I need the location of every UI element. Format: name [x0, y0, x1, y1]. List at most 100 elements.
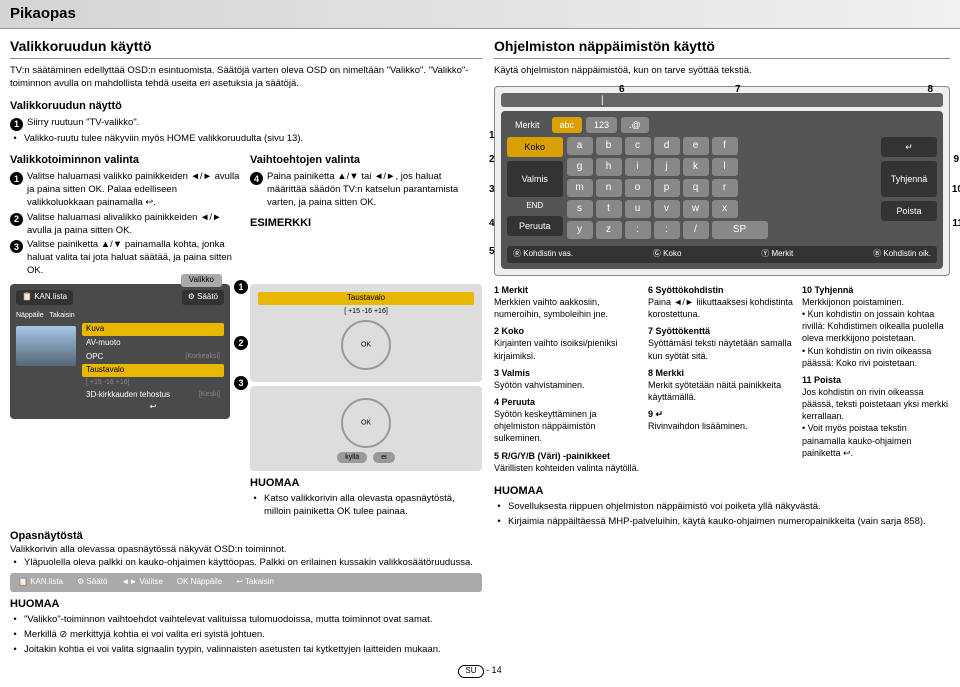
dot: •	[10, 133, 20, 146]
footer-label: SU	[458, 665, 483, 678]
right-intro: Käytä ohjelmiston näppäimistöä, kun on t…	[494, 65, 950, 78]
rh-2: Kirjaimia näppäiltäessä MHP-palveluihin,…	[508, 516, 950, 529]
legend-item: 5 R/G/Y/B (Väri) -painikkeetVärillisten …	[494, 450, 642, 474]
osk-poista[interactable]: Poista	[881, 201, 937, 221]
tab-sym[interactable]: .@	[621, 117, 649, 133]
dpad-icon-2	[341, 398, 391, 448]
osk-enter[interactable]: ↵	[881, 137, 937, 157]
key[interactable]: x	[712, 200, 738, 218]
osk: Merkit abc 123 .@ Koko Valmis END Peruut…	[501, 111, 943, 269]
legend-item: 10 TyhjennäMerkkijonon poistaminen.• Kun…	[802, 284, 950, 369]
legend-item: 9 ↵Rivinvaihdon lisääminen.	[648, 408, 796, 432]
key[interactable]: r	[712, 179, 738, 197]
left-column: Valikkoruudun käyttö TV:n säätäminen ede…	[10, 37, 482, 658]
menu-opc: OPC[Korkeaksi]	[82, 351, 224, 364]
rn10: 10	[952, 183, 960, 197]
key[interactable]: w	[683, 200, 709, 218]
rn9: 9	[953, 153, 959, 167]
menu-valikko: Valikko	[181, 274, 222, 287]
menu-tausta: Taustavalo	[82, 364, 224, 377]
remote-demo-2: kylläei 4	[250, 386, 482, 471]
right-column: Ohjelmiston näppäimistön käyttö Käytä oh…	[494, 37, 950, 658]
tab-123[interactable]: 123	[586, 117, 617, 133]
key[interactable]: o	[625, 179, 651, 197]
osk-container: 6 7 8 1 2 3 4 5 9 10 11 | Merkit abc 123…	[494, 86, 950, 276]
left-section-title: Valikkoruudun käyttö	[10, 37, 482, 59]
callout-2: 2	[234, 336, 248, 350]
menu-saato: ⚙ Säätö	[182, 290, 224, 305]
ln4: 4	[489, 217, 495, 231]
valinta-2: Valitse haluamasi alivalikko painikkeide…	[27, 212, 242, 238]
left-intro: TV:n säätäminen edellyttää OSD:n esintuo…	[10, 65, 482, 91]
legend-item: 8 MerkkiMerkit syötetään näitä painikkei…	[648, 367, 796, 403]
osk-keys: abcdef ghijkl mnopqr stuvwx yz::/SP	[567, 137, 877, 242]
key[interactable]: n	[596, 179, 622, 197]
rh-1: Sovelluksesta riippuen ohjelmiston näppä…	[508, 501, 950, 514]
opas-title: Opasnäytöstä	[10, 529, 482, 544]
key[interactable]: g	[567, 158, 593, 176]
bottom-bar: 📋 KAN.lista ⚙ Säätö ◄► Valitse OK Näppäi…	[10, 573, 482, 592]
key[interactable]: t	[596, 200, 622, 218]
menu-demo: Valikko 📋 KAN.lista ⚙ Säätö Näppäile Tak…	[10, 284, 230, 419]
key[interactable]: :	[625, 221, 651, 239]
legend-item: 1 MerkitMerkkien vaihto aakkosiin, numer…	[494, 284, 642, 320]
osk-end: END	[507, 201, 563, 212]
legend-item: 11 PoistaJos kohdistin on rivin oikeassa…	[802, 374, 950, 459]
huomaa-btm-title: HUOMAA	[10, 597, 482, 612]
key-sp[interactable]: SP	[712, 221, 768, 239]
key[interactable]: b	[596, 137, 622, 155]
ei-btn: ei	[373, 452, 394, 463]
bullet-v1: 1	[10, 172, 23, 185]
menu-slider: [ +15 -16 +16]	[82, 378, 224, 387]
footer-page: - 14	[486, 665, 502, 675]
footer: SU - 14	[0, 664, 960, 678]
key[interactable]: i	[625, 158, 651, 176]
legend-item: 2 KokoKirjainten vaihto isoiksi/pieniksi…	[494, 325, 642, 361]
key[interactable]: s	[567, 200, 593, 218]
key[interactable]: e	[683, 137, 709, 155]
tab-abc[interactable]: abc	[552, 117, 583, 133]
hb-1: "Valikko"-toiminnon vaihtoehdot vaihtele…	[24, 614, 482, 627]
key[interactable]: m	[567, 179, 593, 197]
r-huomaa: HUOMAA	[494, 484, 950, 499]
osk-koko[interactable]: Koko	[507, 137, 563, 157]
legend-item: 3 ValmisSyötön vahvistaminen.	[494, 367, 642, 391]
osk-valmis[interactable]: Valmis	[507, 161, 563, 197]
rn11: 11	[952, 217, 960, 231]
opas-2: Yläpuolella oleva palkki on kauko-ohjaim…	[24, 557, 482, 570]
menu-kan: 📋 KAN.lista	[16, 290, 73, 305]
key[interactable]: v	[654, 200, 680, 218]
ln5: 5	[489, 245, 495, 259]
key[interactable]: d	[654, 137, 680, 155]
key[interactable]: u	[625, 200, 651, 218]
content: Valikkoruudun käyttö TV:n säätäminen ede…	[0, 29, 960, 658]
key[interactable]: a	[567, 137, 593, 155]
ln1: 1	[489, 129, 495, 143]
key[interactable]: h	[596, 158, 622, 176]
key[interactable]: l	[712, 158, 738, 176]
valinta-3: Valitse painiketta ▲/▼ painamalla kohta,…	[27, 239, 242, 277]
key[interactable]: j	[654, 158, 680, 176]
key[interactable]: k	[683, 158, 709, 176]
osk-bottom: Ⓡ Kohdistin vas. Ⓖ Koko Ⓨ Merkit Ⓑ Kohdi…	[507, 246, 937, 263]
key[interactable]: /	[683, 221, 709, 239]
bullet-v3: 3	[10, 240, 23, 253]
osk-peruuta[interactable]: Peruuta	[507, 216, 563, 236]
ln2: 2	[489, 153, 495, 167]
key[interactable]: c	[625, 137, 651, 155]
nayto-1b: Valikko-ruutu tulee näkyviin myös HOME v…	[24, 133, 482, 146]
dpad-icon	[341, 320, 391, 370]
key[interactable]: y	[567, 221, 593, 239]
legend: 1 MerkitMerkkien vaihto aakkosiin, numer…	[494, 284, 950, 479]
key[interactable]: q	[683, 179, 709, 197]
menu-tak: Takaisin	[49, 312, 74, 319]
key[interactable]: p	[654, 179, 680, 197]
bullet-v2: 2	[10, 213, 23, 226]
nayto-1: Siirry ruutuun "TV-valikko".	[27, 117, 482, 131]
osk-tyhjenna[interactable]: Tyhjennä	[881, 161, 937, 197]
right-section-title: Ohjelmiston näppäimistön käyttö	[494, 37, 950, 59]
key[interactable]: f	[712, 137, 738, 155]
key[interactable]: z	[596, 221, 622, 239]
hb-3: Joitakin kohtia ei voi valita signaalin …	[24, 644, 482, 657]
key[interactable]: :	[654, 221, 680, 239]
